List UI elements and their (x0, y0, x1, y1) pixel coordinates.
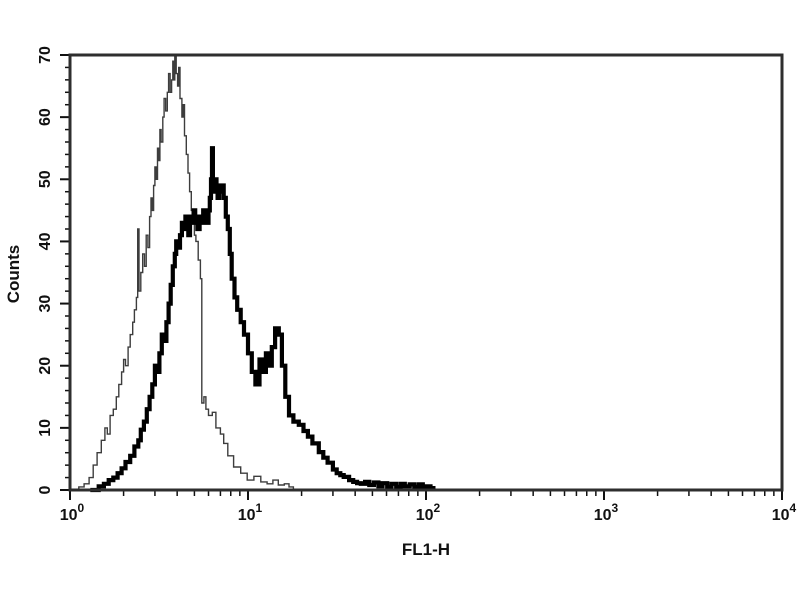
x-tick-label: 100 (60, 501, 85, 524)
y-tick-label: 70 (37, 46, 54, 64)
y-axis-label: Counts (4, 244, 23, 304)
thick_histogram-curve (90, 146, 436, 493)
y-tick-label: 20 (37, 357, 54, 375)
x-tick-label: 103 (594, 501, 619, 524)
x-tick-labels: 100 101 102 103 104 (60, 501, 797, 524)
x-axis-label: FL1-H (401, 540, 451, 559)
x-tick-label: 104 (772, 501, 797, 524)
y-tick-label: 60 (37, 108, 54, 126)
plot-frame (68, 53, 784, 492)
x-tick-label: 102 (416, 501, 441, 524)
y-tick-labels: 0 10 20 30 40 50 60 70 (37, 46, 54, 494)
y-tick-label: 0 (37, 485, 54, 494)
y-tick-label: 40 (37, 232, 54, 250)
x-tick-label: 101 (238, 501, 263, 524)
axis-ticks (60, 54, 783, 500)
y-tick-label: 30 (37, 295, 54, 313)
y-tick-label: 50 (37, 170, 54, 188)
thin_histogram-curve (73, 54, 295, 491)
y-tick-label: 10 (37, 419, 54, 437)
